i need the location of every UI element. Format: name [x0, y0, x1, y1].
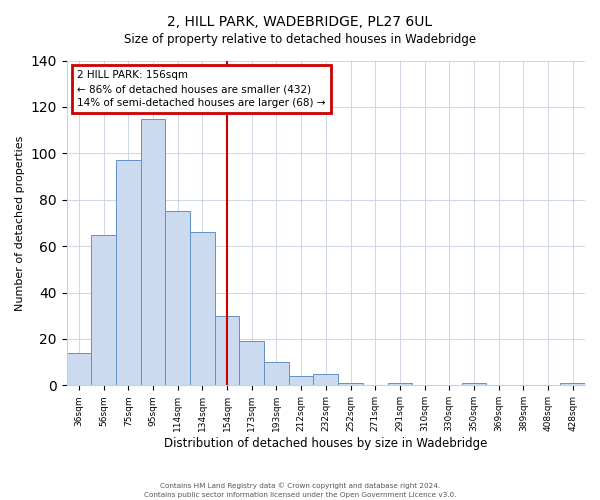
- Bar: [190, 232, 215, 386]
- Text: 2 HILL PARK: 156sqm
← 86% of detached houses are smaller (432)
14% of semi-detac: 2 HILL PARK: 156sqm ← 86% of detached ho…: [77, 70, 326, 108]
- Bar: [91, 234, 116, 386]
- Y-axis label: Number of detached properties: Number of detached properties: [15, 135, 25, 310]
- Text: 2, HILL PARK, WADEBRIDGE, PL27 6UL: 2, HILL PARK, WADEBRIDGE, PL27 6UL: [167, 15, 433, 29]
- Bar: [239, 342, 264, 386]
- Bar: [338, 383, 363, 386]
- Bar: [461, 383, 486, 386]
- Bar: [560, 383, 585, 386]
- Bar: [388, 383, 412, 386]
- Bar: [67, 353, 91, 386]
- X-axis label: Distribution of detached houses by size in Wadebridge: Distribution of detached houses by size …: [164, 437, 488, 450]
- Text: Size of property relative to detached houses in Wadebridge: Size of property relative to detached ho…: [124, 32, 476, 46]
- Bar: [215, 316, 239, 386]
- Bar: [264, 362, 289, 386]
- Text: Contains HM Land Registry data © Crown copyright and database right 2024.
Contai: Contains HM Land Registry data © Crown c…: [144, 482, 456, 498]
- Bar: [289, 376, 313, 386]
- Bar: [313, 374, 338, 386]
- Bar: [116, 160, 141, 386]
- Bar: [166, 212, 190, 386]
- Bar: [141, 118, 166, 386]
